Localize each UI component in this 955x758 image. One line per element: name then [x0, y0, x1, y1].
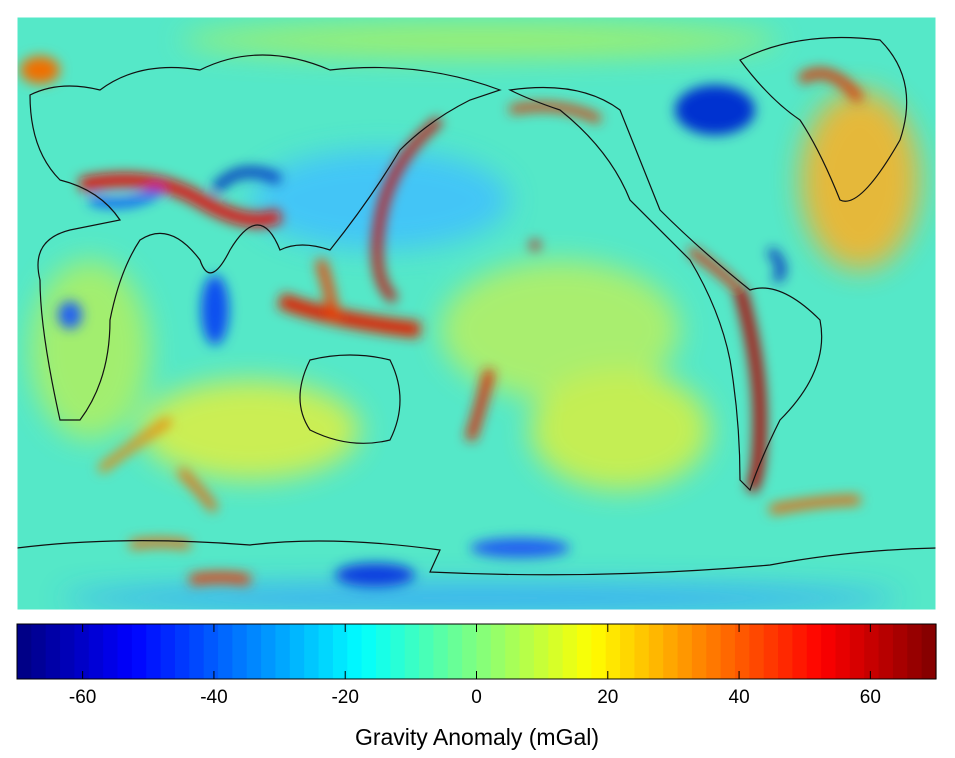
- colorbar-step: [778, 624, 794, 679]
- colorbar-step: [103, 624, 119, 679]
- colorbar-step: [792, 624, 808, 679]
- tick-label: 20: [597, 687, 618, 708]
- colorbar-step: [375, 624, 391, 679]
- colorbar-step: [433, 624, 449, 679]
- tick-label: 0: [471, 687, 482, 708]
- colorbar-step: [131, 624, 147, 679]
- colorbar-step: [74, 624, 90, 679]
- colorbar-step: [533, 624, 549, 679]
- colorbar-step: [246, 624, 262, 679]
- colorbar-step: [591, 624, 607, 679]
- colorbar-step: [347, 624, 363, 679]
- colorbar-step: [146, 624, 162, 679]
- colorbar-step: [821, 624, 837, 679]
- colorbar-step: [218, 624, 233, 679]
- map-frame: [16, 16, 937, 611]
- colorbar-step: [548, 624, 564, 679]
- colorbar-step: [763, 624, 779, 679]
- colorbar-step: [45, 624, 61, 679]
- colorbar-step: [404, 624, 420, 679]
- colorbar-step: [907, 624, 923, 679]
- colorbar-step: [419, 624, 435, 679]
- colorbar-step: [605, 624, 621, 679]
- colorbar-step: [505, 624, 521, 679]
- colorbar-step: [835, 624, 851, 679]
- colorbar-step: [864, 624, 880, 679]
- colorbar-step: [232, 624, 248, 679]
- colorbar-step: [289, 624, 305, 679]
- tick-label: -40: [200, 687, 227, 708]
- colorbar: [17, 624, 937, 679]
- colorbar-step: [304, 624, 320, 679]
- colorbar-step: [562, 624, 578, 679]
- colorbar-step: [577, 624, 592, 679]
- tick-label: 60: [860, 687, 881, 708]
- colorbar-step: [749, 624, 765, 679]
- colorbar-step: [361, 624, 377, 679]
- colorbar-step: [261, 624, 277, 679]
- colorbar-step: [806, 624, 822, 679]
- colorbar-step: [720, 624, 736, 679]
- colorbar-step: [878, 624, 894, 679]
- colorbar-step: [706, 624, 722, 679]
- colorbar-step: [117, 624, 133, 679]
- colorbar-step: [892, 624, 908, 679]
- colorbar-step: [174, 624, 190, 679]
- colorbar-label: Gravity Anomaly (mGal): [355, 724, 599, 750]
- colorbar-step: [318, 624, 334, 679]
- colorbar-step: [462, 624, 478, 679]
- colorbar-step: [663, 624, 679, 679]
- colorbar-step: [160, 624, 176, 679]
- coastlines: [17, 36, 936, 576]
- colorbar-step: [60, 624, 76, 679]
- colorbar-step: [447, 624, 463, 679]
- colorbar-step: [332, 624, 348, 679]
- colorbar-step: [476, 624, 492, 679]
- colorbar-step: [734, 624, 750, 679]
- colorbar-step: [189, 624, 205, 679]
- colorbar-step: [691, 624, 707, 679]
- colorbar-step: [921, 624, 937, 679]
- colorbar-step: [490, 624, 506, 679]
- colorbar-step: [648, 624, 664, 679]
- colorbar-step: [88, 624, 104, 679]
- tick-label: -60: [69, 687, 96, 708]
- colorbar-step: [849, 624, 865, 679]
- tick-label: -20: [331, 687, 358, 708]
- colorbar-step: [275, 624, 291, 679]
- colorbar-step: [17, 624, 32, 679]
- colorbar-step: [390, 624, 406, 679]
- colorbar-step: [620, 624, 636, 679]
- colorbar-step: [203, 624, 219, 679]
- colorbar-step: [31, 624, 47, 679]
- colorbar-step: [634, 624, 650, 679]
- colorbar-step: [677, 624, 693, 679]
- colorbar-step: [519, 624, 535, 679]
- tick-label: 40: [729, 687, 750, 708]
- gravity-map: [17, 17, 936, 610]
